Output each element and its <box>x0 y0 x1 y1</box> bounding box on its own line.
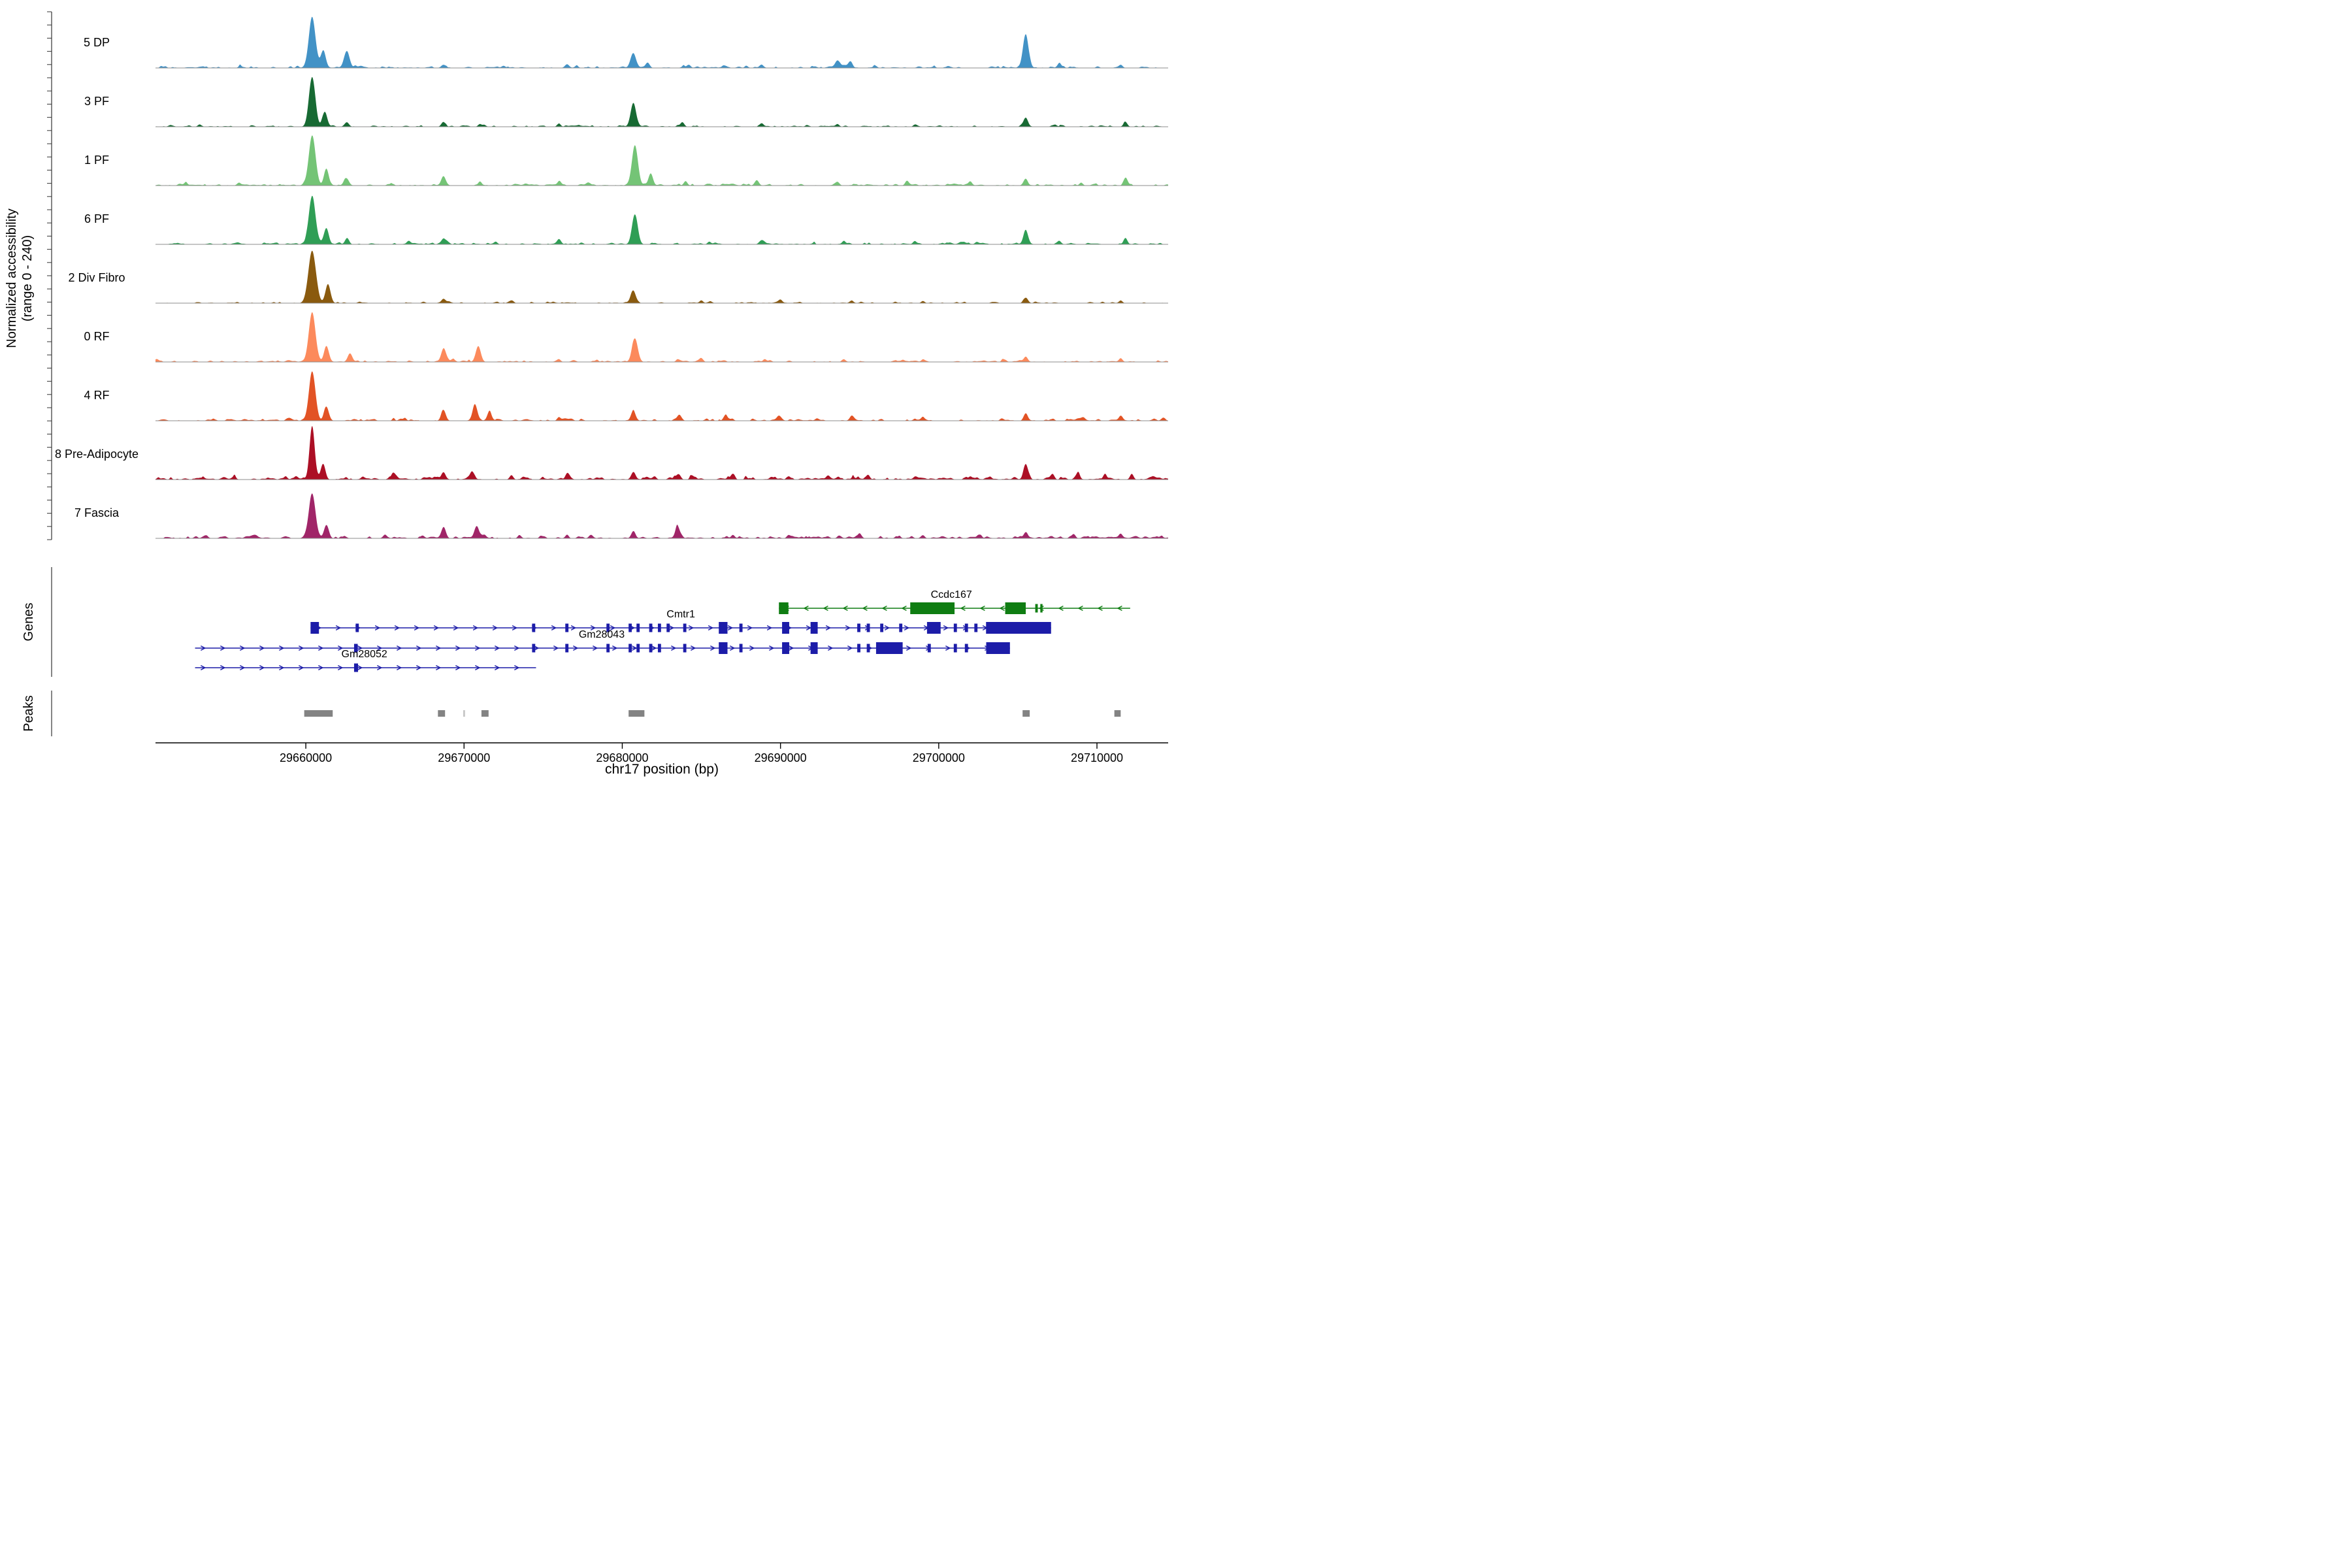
x-tick-label-29660000: 29660000 <box>280 751 333 764</box>
track-label-7-fascia: 7 Fascia <box>74 506 120 519</box>
y-axis-label: Normalized accessibility (range 0 - 240) <box>4 17 35 540</box>
peak-region <box>1022 710 1030 717</box>
x-tick-label-29700000: 29700000 <box>912 751 965 764</box>
signal-area-5-dp <box>155 16 1168 69</box>
peak-region <box>1114 710 1121 717</box>
signal-area-6-pf <box>155 195 1168 244</box>
signal-area-0-rf <box>155 312 1168 362</box>
gene-model-gm28052 <box>195 663 536 672</box>
signal-area-4-rf <box>155 371 1168 421</box>
signal-area-1-pf <box>155 135 1168 186</box>
track-label-2-div-fibro: 2 Div Fibro <box>68 271 125 284</box>
tracks-left-axis <box>47 11 52 540</box>
x-tick-label-29680000: 29680000 <box>596 751 649 764</box>
gene-label-gm28052: Gm28052 <box>341 649 387 660</box>
signal-area-8-pre-adipocyte <box>155 426 1168 480</box>
gene-model-ccdc167 <box>779 602 1130 614</box>
x-tick-label-29690000: 29690000 <box>754 751 807 764</box>
track-label-5-dp: 5 DP <box>83 36 110 49</box>
gene-label-gm28043: Gm28043 <box>578 629 625 640</box>
gene-model-gm28043 <box>195 642 1010 654</box>
signal-area-2-div-fibro <box>155 250 1168 303</box>
peaks-section-label: Peaks <box>22 695 36 732</box>
signal-area-3-pf <box>155 76 1168 127</box>
x-tick-label-29710000: 29710000 <box>1070 751 1124 764</box>
track-label-1-pf: 1 PF <box>84 154 109 167</box>
peak-region <box>304 710 333 717</box>
plot-canvas <box>47 11 1168 749</box>
track-label-4-rf: 4 RF <box>84 389 110 402</box>
genes-section-label: Genes <box>22 602 36 642</box>
track-label-8-pre-adipocyte: 8 Pre-Adipocyte <box>54 448 139 461</box>
genome-browser-figure: Normalized accessibility (range 0 - 240)… <box>0 0 1176 784</box>
y-axis-label-line1: Normalized accessibility <box>5 208 19 348</box>
track-label-6-pf: 6 PF <box>84 212 109 225</box>
x-tick-label-29670000: 29670000 <box>438 751 491 764</box>
x-axis-title: chr17 position (bp) <box>605 762 719 777</box>
peak-region <box>481 710 489 717</box>
track-label-3-pf: 3 PF <box>84 95 109 108</box>
peak-region <box>438 710 446 717</box>
peak-region <box>629 710 645 717</box>
track-label-0-rf: 0 RF <box>84 330 110 343</box>
gene-label-cmtr1: Cmtr1 <box>666 609 695 620</box>
gene-label-ccdc167: Ccdc167 <box>930 589 972 600</box>
peak-region <box>463 710 465 717</box>
gene-model-cmtr1 <box>310 622 1051 634</box>
signal-area-7-fascia <box>155 493 1168 538</box>
